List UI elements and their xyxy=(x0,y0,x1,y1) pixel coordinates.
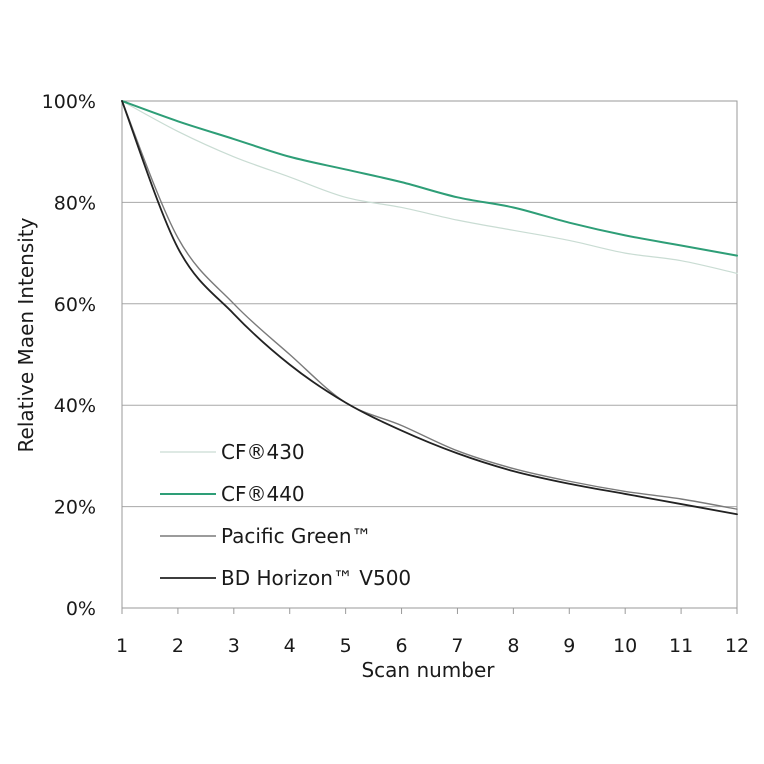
x-tick-label: 3 xyxy=(228,635,240,657)
y-tick-label: 0% xyxy=(66,598,96,620)
y-tick-label: 40% xyxy=(54,395,96,417)
plot-frame xyxy=(121,100,738,609)
series-line-bd-horizon-v500 xyxy=(121,100,738,516)
y-axis-title: Relative Maen Intensity xyxy=(14,217,38,452)
series-line-cf-430 xyxy=(121,100,738,274)
y-tick-label: 80% xyxy=(54,192,96,214)
y-tick-label: 20% xyxy=(54,497,96,519)
axes xyxy=(121,100,738,614)
y-tick-label: 60% xyxy=(54,294,96,316)
x-axis-title: Scan number xyxy=(361,658,495,682)
series-line-cf-440 xyxy=(121,100,738,257)
x-tick-label: 5 xyxy=(340,635,352,657)
x-tick-label: 10 xyxy=(613,635,637,657)
series-lines xyxy=(121,100,738,516)
legend-label-bd-horizon-v500: BD Horizon™ V500 xyxy=(221,566,411,590)
series-line-pacific-green xyxy=(121,100,738,510)
x-tick-label: 1 xyxy=(116,635,128,657)
legend-label-pacific-green: Pacific Green™ xyxy=(221,524,372,548)
tick-labels: 0%20%40%60%80%100%1 2 3 4 5 6 7 8 9 10 11 12 xyxy=(42,91,749,657)
x-tick-label: 4 xyxy=(284,635,296,657)
x-tick-label: 8 xyxy=(507,635,519,657)
x-tick-label: 7 xyxy=(451,635,463,657)
x-tick-label: 9 xyxy=(563,635,575,657)
gridlines xyxy=(122,100,737,508)
legend-label-cf-440: CF®440 xyxy=(221,482,305,506)
x-tick-label: 6 xyxy=(395,635,407,657)
legend: CF®430 CF®440 Pacific Green™ BD Horizon™ V5… xyxy=(160,440,411,590)
x-tick-label: 11 xyxy=(669,635,693,657)
x-tick-label: 2 xyxy=(172,635,184,657)
x-tick-label: 12 xyxy=(725,635,749,657)
y-tick-label: 100% xyxy=(42,91,96,113)
legend-label-cf-430: CF®430 xyxy=(221,440,305,464)
